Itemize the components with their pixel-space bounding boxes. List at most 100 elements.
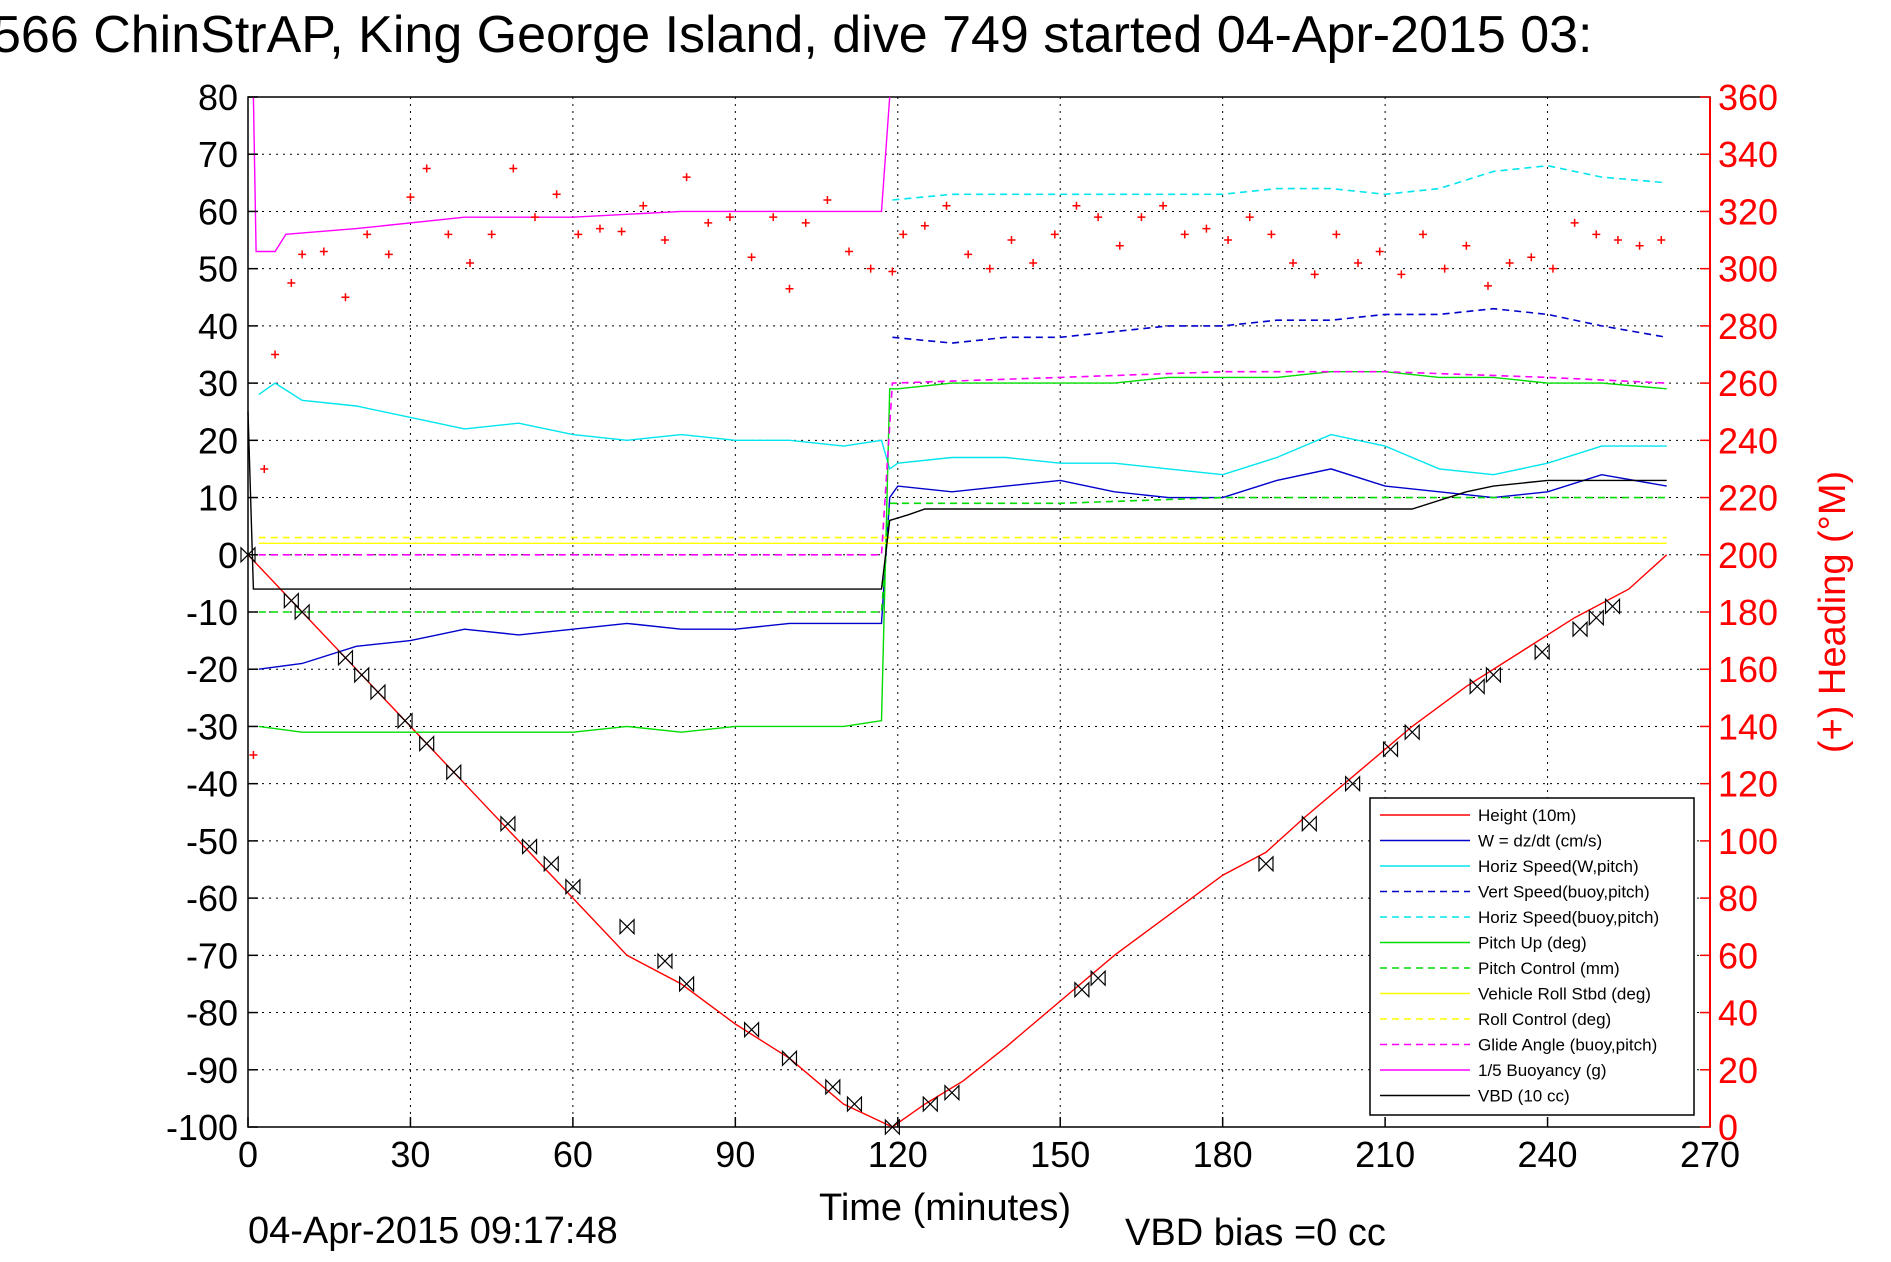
dive-marker — [1404, 723, 1420, 741]
dive-marker — [1485, 666, 1502, 684]
dive-marker — [922, 1095, 938, 1113]
legend-label: Roll Control (deg) — [1478, 1010, 1611, 1029]
heading-point — [1245, 213, 1254, 222]
y-right-tick-label: 180 — [1718, 592, 1778, 633]
series-line — [892, 307, 1667, 344]
dive-marker — [825, 1078, 841, 1096]
heading-point — [552, 190, 561, 199]
dive-marker — [1258, 855, 1274, 873]
y-right-tick-label: 240 — [1718, 420, 1778, 461]
dive-marker — [337, 649, 354, 667]
series-line — [258, 468, 1667, 670]
y-right-tick-label: 220 — [1718, 478, 1778, 519]
heading-point — [1332, 230, 1341, 239]
heading-point — [249, 751, 258, 760]
x-axis: 0 30 60 90 120 150 180 210 240 270 — [238, 1117, 1740, 1175]
y-right-tick-label: 160 — [1718, 649, 1778, 690]
y-left-tick-label: 20 — [198, 420, 238, 461]
heading-point — [1635, 241, 1644, 250]
heading-point — [319, 247, 328, 256]
y-left-tick-label: -70 — [186, 935, 238, 976]
y-right-tick-label: 120 — [1718, 764, 1778, 805]
dive-marker — [1534, 643, 1550, 661]
dive-marker — [1604, 597, 1621, 615]
dive-marker — [543, 855, 559, 873]
heading-point — [1267, 230, 1276, 239]
heading-point — [660, 236, 669, 245]
heading-point — [1440, 264, 1449, 273]
dive-marker — [944, 1084, 960, 1102]
heading-point — [1007, 236, 1016, 245]
heading-point — [725, 213, 734, 222]
heading-point — [271, 350, 280, 359]
y-axis-left: 80 70 60 50 40 30 20 10 0 -10 -20 -30 -40 -50 -60 -70 -8… — [166, 77, 258, 1148]
heading-point — [1050, 230, 1059, 239]
legend-label: W = dz/dt (cm/s) — [1478, 832, 1602, 851]
heading-point — [785, 284, 794, 293]
y-axis-right: 3603403203002802602402202001801601401201… — [1700, 77, 1778, 1148]
heading-point — [574, 230, 583, 239]
y-right-tick-label: 340 — [1718, 134, 1778, 175]
y-right-tick-label: 280 — [1718, 306, 1778, 347]
dive-marker — [743, 1021, 760, 1039]
heading-point — [1397, 270, 1406, 279]
heading-point — [1115, 241, 1124, 250]
legend-label: VBD (10 cc) — [1478, 1087, 1570, 1106]
x-tick-label: 30 — [390, 1134, 430, 1175]
heading-point — [704, 218, 713, 227]
y-left-tick-label: 60 — [198, 191, 238, 232]
x-tick-label: 0 — [238, 1134, 258, 1175]
heading-point — [639, 201, 648, 210]
dive-marker — [1301, 815, 1317, 833]
chart-title: 566 ChinStrAP, King George Island, dive … — [0, 6, 1593, 64]
dive-marker — [846, 1095, 863, 1113]
heading-point — [1289, 258, 1298, 267]
heading-point — [1375, 247, 1384, 256]
heading-point — [363, 230, 372, 239]
heading-point — [509, 164, 518, 173]
y-right-tick-label: 320 — [1718, 191, 1778, 232]
heading-point — [1202, 224, 1211, 233]
dive-marker — [500, 815, 516, 833]
heading-point — [845, 247, 854, 256]
series-layer — [247, 96, 1668, 1128]
heading-point — [298, 250, 307, 259]
heading-point — [1483, 281, 1492, 290]
dive-marker — [565, 878, 581, 896]
legend-label: 1/5 Buoyancy (g) — [1478, 1061, 1607, 1080]
heading-point — [1657, 236, 1666, 245]
heading-point — [1224, 236, 1233, 245]
dive-marker — [397, 712, 413, 730]
heading-point — [422, 164, 431, 173]
y-right-tick-label: 80 — [1718, 878, 1758, 919]
heading-point — [1354, 258, 1363, 267]
heading-point — [530, 213, 539, 222]
footer-vbd-bias: VBD bias =0 cc — [1125, 1212, 1386, 1254]
y-left-tick-label: 80 — [198, 77, 238, 118]
x-tick-label: 210 — [1355, 1134, 1415, 1175]
heading-point — [341, 293, 350, 302]
dive-marker — [1345, 775, 1361, 793]
x-tick-label: 150 — [1030, 1134, 1090, 1175]
heading-point — [1029, 258, 1038, 267]
dive-marker — [370, 683, 386, 701]
dive-marker — [283, 592, 299, 610]
dive-marker — [240, 546, 256, 564]
marker-layer — [240, 546, 1621, 1136]
y-left-tick-label: 30 — [198, 363, 238, 404]
dive-marker — [521, 838, 538, 856]
x-tick-label: 240 — [1518, 1134, 1578, 1175]
heading-point — [899, 230, 908, 239]
heading-point — [1592, 230, 1601, 239]
y-left-tick-label: 40 — [198, 306, 238, 347]
dive-marker — [419, 735, 435, 753]
heading-point — [920, 221, 929, 230]
dive-marker — [446, 763, 462, 781]
y-left-tick-label: -90 — [186, 1050, 238, 1091]
y-right-tick-label: 60 — [1718, 935, 1758, 976]
series-line — [258, 370, 1667, 556]
dive-marker — [1074, 981, 1090, 999]
footer-timestamp: 04-Apr-2015 09:17:48 — [248, 1210, 618, 1252]
legend-label: Horiz Speed(W,pitch) — [1478, 857, 1639, 876]
heading-point — [964, 250, 973, 259]
